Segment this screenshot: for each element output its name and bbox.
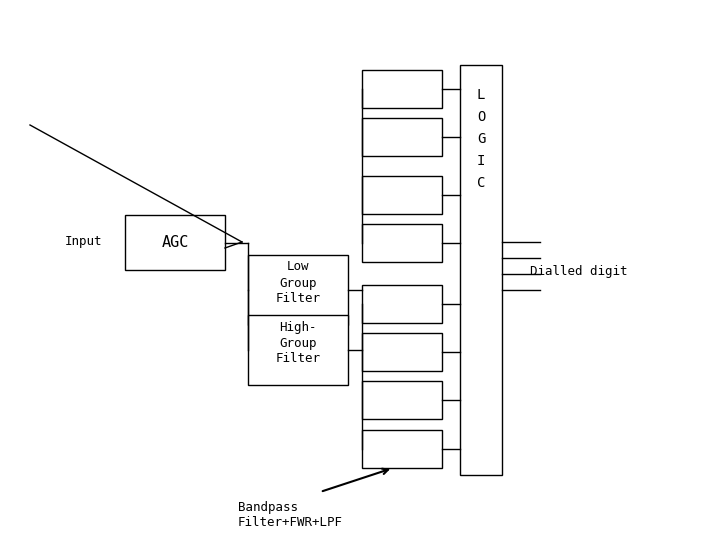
Text: C: C [477, 176, 485, 190]
Text: O: O [477, 110, 485, 124]
Text: Group: Group [279, 336, 317, 349]
Text: Group: Group [279, 276, 317, 289]
Bar [125, 215, 225, 270]
Text: Low: Low [287, 260, 310, 273]
Text: L: L [477, 88, 485, 102]
Bar [362, 118, 442, 156]
Text: Filter+FWR+LPF: Filter+FWR+LPF [238, 516, 343, 529]
Text: Filter: Filter [276, 353, 320, 366]
Text: Input: Input [65, 235, 102, 248]
Text: Bandpass: Bandpass [238, 502, 298, 515]
Text: Dialled digit: Dialled digit [530, 266, 628, 279]
Bar [362, 430, 442, 468]
Text: Filter: Filter [276, 293, 320, 306]
Bar [362, 176, 442, 214]
Bar [362, 285, 442, 323]
Bar [248, 255, 348, 325]
Text: AGC: AGC [161, 235, 189, 250]
Bar [362, 224, 442, 262]
Bar [362, 381, 442, 419]
Text: High-: High- [279, 321, 317, 334]
Bar [248, 315, 348, 385]
Bar [460, 65, 502, 475]
Bar [362, 70, 442, 108]
Bar [362, 333, 442, 371]
Text: G: G [477, 132, 485, 146]
Text: I: I [477, 154, 485, 168]
